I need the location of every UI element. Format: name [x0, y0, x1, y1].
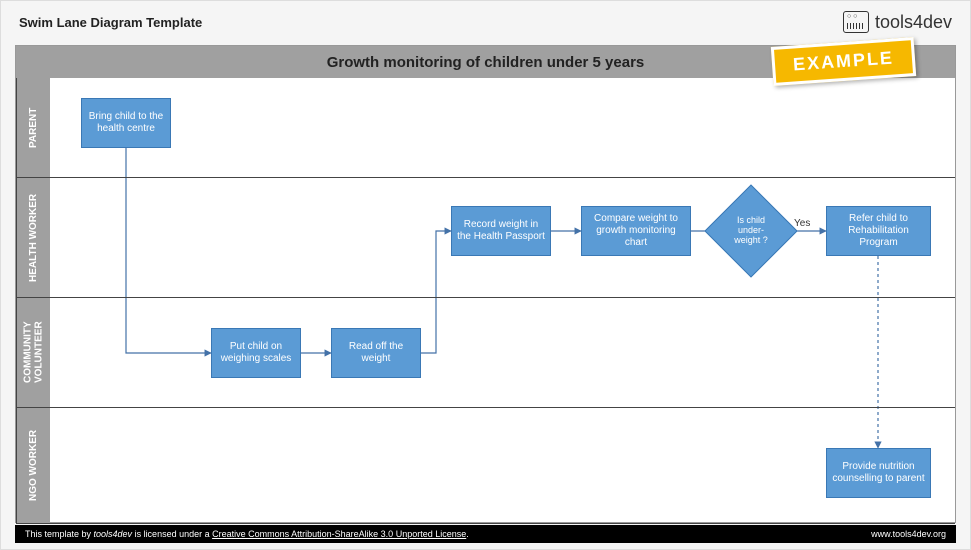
- page-footer: This template by tools4dev is licensed u…: [15, 525, 956, 543]
- node-record: Record weight in the Health Passport: [451, 206, 551, 256]
- lane-label-community: COMMUNITY VOLUNTEER: [16, 298, 50, 407]
- node-bring: Bring child to the health centre: [81, 98, 171, 148]
- lane-ngo: NGO WORKER: [16, 408, 955, 524]
- page-title: Swim Lane Diagram Template: [19, 15, 202, 30]
- swimlane-diagram: Growth monitoring of children under 5 ye…: [15, 45, 956, 523]
- page-header: Swim Lane Diagram Template tools4dev: [1, 1, 970, 39]
- lane-community: COMMUNITY VOLUNTEER: [16, 298, 955, 408]
- logo-text: tools4dev: [875, 12, 952, 33]
- decision-decide: Is child under-weight ?: [718, 198, 784, 264]
- edge-label-decide-refer: Yes: [794, 218, 810, 229]
- diagram-title: Growth monitoring of children under 5 ye…: [327, 54, 645, 71]
- tools4dev-logo: tools4dev: [843, 11, 952, 33]
- node-refer: Refer child to Rehabilitation Program: [826, 206, 931, 256]
- node-putchild: Put child on weighing scales: [211, 328, 301, 378]
- lanes-container: PARENTHEALTH WORKERCOMMUNITY VOLUNTEERNG…: [16, 78, 955, 522]
- lane-label-health: HEALTH WORKER: [16, 178, 50, 297]
- node-compare: Compare weight to growth monitoring char…: [581, 206, 691, 256]
- calculator-icon: [843, 11, 869, 33]
- lane-label-parent: PARENT: [16, 78, 50, 177]
- license-text: This template by tools4dev is licensed u…: [25, 529, 469, 539]
- node-readoff: Read off the weight: [331, 328, 421, 378]
- license-link[interactable]: Creative Commons Attribution-ShareAlike …: [212, 529, 466, 539]
- decision-label: Is child under-weight ?: [718, 198, 784, 264]
- footer-url: www.tools4dev.org: [871, 529, 946, 539]
- lane-label-ngo: NGO WORKER: [16, 408, 50, 523]
- node-nutrition: Provide nutrition counselling to parent: [826, 448, 931, 498]
